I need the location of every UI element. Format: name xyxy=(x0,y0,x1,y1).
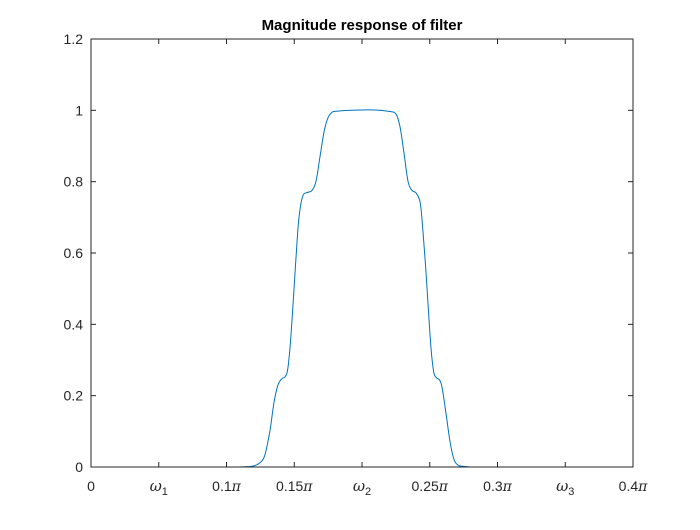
y-tick-label: 0.8 xyxy=(64,174,84,190)
magnitude-response-line xyxy=(90,109,633,468)
x-tick-label: 0.15π xyxy=(276,478,313,495)
y-tick-label: 0 xyxy=(75,459,83,475)
y-tick-label: 0.6 xyxy=(64,245,84,261)
y-tick-label: 1 xyxy=(75,102,83,118)
x-tick-label: 0.25π xyxy=(412,478,449,495)
data-layer xyxy=(90,109,633,468)
x-tick-label: ω1 xyxy=(150,477,168,498)
plot-area-background xyxy=(91,39,633,467)
y-tick-label: 1.2 xyxy=(64,31,84,47)
y-tick-label: 0.4 xyxy=(64,316,84,332)
x-tick-label: 0 xyxy=(87,478,95,494)
ticks-layer: 0 ω1 0.1π 0.15π ω2 0.25π 0.3π ω3 0.4π 0 0.2 0.4 0.6 0… xyxy=(64,31,649,498)
x-tick-label: 0.3π xyxy=(483,478,512,495)
x-tick-label: ω3 xyxy=(556,477,574,498)
y-tick-label: 0.2 xyxy=(64,388,84,404)
x-tick-label: 0.4π xyxy=(619,478,648,495)
x-tick-label: 0.1π xyxy=(212,478,241,495)
chart-title: Magnitude response of filter xyxy=(262,17,463,34)
x-tick-label: ω2 xyxy=(353,477,371,498)
